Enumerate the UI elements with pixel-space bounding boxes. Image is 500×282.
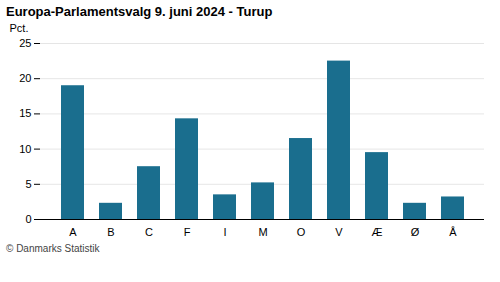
svg-text:M: M (258, 226, 267, 238)
svg-text:25: 25 (19, 37, 31, 49)
svg-text:V: V (335, 226, 343, 238)
svg-text:10: 10 (19, 143, 31, 155)
svg-text:C: C (145, 226, 153, 238)
svg-text:I: I (223, 226, 226, 238)
svg-text:15: 15 (19, 107, 31, 119)
svg-text:Å: Å (449, 226, 457, 238)
svg-text:A: A (69, 226, 77, 238)
svg-text:Ø: Ø (411, 226, 420, 238)
svg-text:5: 5 (25, 178, 31, 190)
svg-text:O: O (297, 226, 306, 238)
svg-text:Æ: Æ (372, 226, 383, 238)
svg-text:0: 0 (25, 213, 31, 225)
svg-text:B: B (107, 226, 114, 238)
html-text:© Danmarks Statistik: © Danmarks Statistik (6, 243, 100, 254)
svg-text:F: F (184, 226, 191, 238)
svg-text:20: 20 (19, 72, 31, 84)
html-text:Europa-Parlamentsvalg 9. juni: Europa-Parlamentsvalg 9. juni 2024 - Tur… (6, 4, 273, 19)
svg-text:Pct.: Pct. (10, 22, 29, 34)
